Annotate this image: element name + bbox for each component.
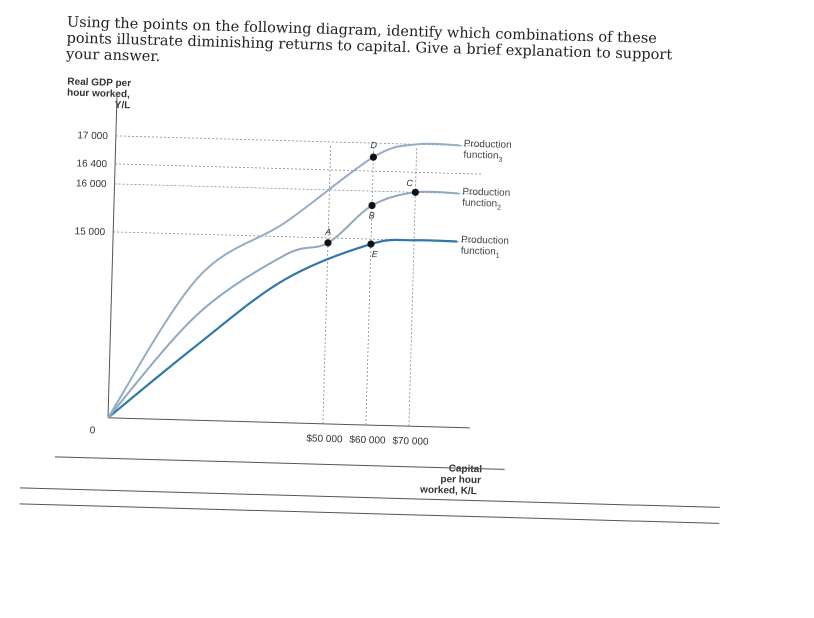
point-a [324,239,332,247]
origin-label: 0 [89,425,95,436]
point-label-b: B [369,210,375,220]
x-axis-title-line: worked, K/L [419,485,477,498]
point-b [368,201,376,210]
production-function-curve-2 [107,190,459,419]
curve-label: Production [462,187,510,199]
curve-label: Production [461,235,509,247]
y-axis [107,91,118,418]
y-tick-label: 16 400 [76,158,107,170]
curve-label: function3 [463,150,502,164]
y-gridline [114,183,483,195]
x-tick-label: $50 000 [306,433,343,445]
curve-label: Production [464,139,512,151]
x-axis [107,417,470,429]
y-gridline [115,163,483,175]
y-gridline [113,231,482,243]
point-label-c: C [406,178,413,188]
point-c [411,188,420,196]
point-e [367,240,375,248]
curve-label: function1 [461,246,500,260]
production-function-curve-1 [107,238,458,419]
y-tick-label: 15 000 [74,226,105,238]
curve-label: function2 [462,198,501,212]
point-label-e: E [372,249,379,259]
point-label-a: A [324,227,331,237]
production-function-curve-3 [107,142,460,419]
y-axis-title-line: Real GDP per [67,77,131,90]
y-axis-title-line: hour worked, [67,88,130,101]
x-axis-title-line: per hour [440,474,481,486]
x-gridline [365,147,375,426]
y-gridline [115,135,484,147]
y-axis-title-line: Y/L [115,100,131,111]
x-tick-label: $60 000 [349,435,386,447]
x-gridline [322,145,332,424]
point-label-d: D [370,140,377,150]
x-tick-label: $70 000 [392,436,429,448]
y-tick-label: 16 000 [76,178,107,190]
x-axis-title-line: Capital [449,463,483,475]
y-tick-label: 17 000 [77,130,108,142]
point-d [369,153,377,161]
